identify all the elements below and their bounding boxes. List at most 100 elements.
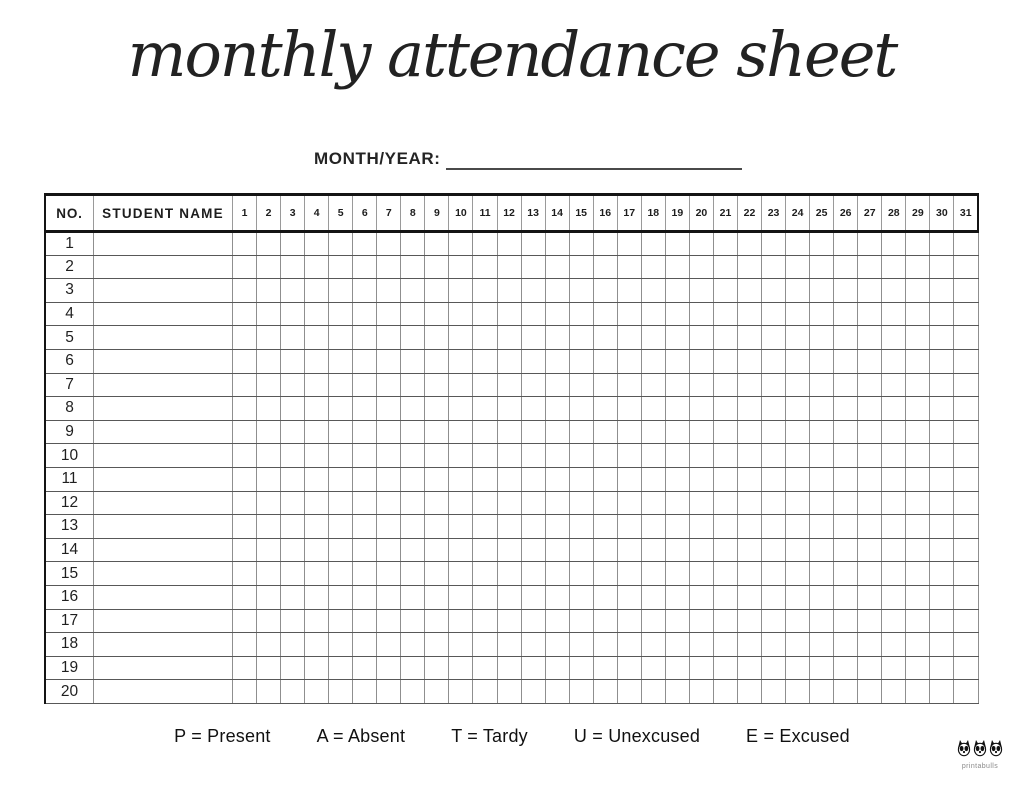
- day-attendance-cell: [568, 348, 594, 374]
- day-attendance-cell: [664, 254, 690, 280]
- day-attendance-cell: [496, 396, 522, 421]
- day-attendance-cell: [352, 443, 378, 468]
- legend-item-present: P = Present: [174, 726, 271, 746]
- day-attendance-cell: [592, 372, 618, 398]
- day-attendance-cell: [688, 466, 714, 492]
- day-attendance-cell: [231, 254, 258, 280]
- day-header-cell: 5: [328, 194, 354, 233]
- day-attendance-cell: [231, 679, 258, 704]
- day-attendance-cell: [448, 419, 474, 445]
- day-attendance-cell: [809, 301, 835, 327]
- day-attendance-cell: [616, 278, 642, 303]
- day-attendance-cell: [833, 231, 859, 256]
- day-attendance-cell: [905, 608, 931, 634]
- day-attendance-cell: [664, 278, 690, 303]
- day-attendance-cell: [496, 561, 522, 586]
- day-attendance-cell: [568, 632, 594, 657]
- day-attendance-cell: [400, 254, 426, 280]
- day-attendance-cell: [688, 348, 714, 374]
- row-number-cell: 18: [44, 632, 94, 657]
- day-attendance-cell: [424, 679, 450, 704]
- day-header-cell: 6: [352, 194, 378, 233]
- day-attendance-cell: [953, 561, 979, 586]
- day-attendance-cell: [256, 490, 282, 516]
- day-attendance-cell: [785, 325, 811, 350]
- day-attendance-cell: [953, 419, 979, 445]
- day-attendance-cell: [231, 372, 258, 398]
- day-attendance-cell: [231, 537, 258, 563]
- day-attendance-cell: [761, 655, 787, 681]
- row-number-cell: 20: [44, 679, 94, 704]
- day-attendance-cell: [929, 372, 955, 398]
- day-attendance-cell: [833, 561, 859, 586]
- day-attendance-cell: [809, 466, 835, 492]
- day-attendance-cell: [544, 679, 570, 704]
- day-attendance-cell: [472, 466, 498, 492]
- day-attendance-cell: [304, 325, 330, 350]
- day-attendance-cell: [833, 466, 859, 492]
- day-attendance-cell: [472, 231, 498, 256]
- day-attendance-cell: [833, 537, 859, 563]
- day-attendance-cell: [905, 254, 931, 280]
- table-row: 3: [44, 278, 979, 303]
- day-attendance-cell: [953, 348, 979, 374]
- day-attendance-cell: [424, 632, 450, 657]
- day-attendance-cell: [472, 632, 498, 657]
- day-attendance-cell: [520, 325, 546, 350]
- day-attendance-cell: [376, 325, 402, 350]
- day-attendance-cell: [905, 419, 931, 445]
- day-attendance-cell: [953, 254, 979, 280]
- day-attendance-cell: [592, 466, 618, 492]
- day-attendance-cell: [352, 490, 378, 516]
- student-name-cell: [93, 679, 233, 704]
- day-attendance-cell: [328, 537, 354, 563]
- day-header-cell: 4: [304, 194, 330, 233]
- day-attendance-cell: [712, 584, 738, 610]
- day-header-cell: 19: [664, 194, 690, 233]
- day-attendance-cell: [905, 396, 931, 421]
- table-row: 12: [44, 490, 979, 516]
- day-attendance-cell: [712, 396, 738, 421]
- day-attendance-cell: [376, 679, 402, 704]
- day-attendance-cell: [736, 584, 763, 610]
- table-row: 8: [44, 396, 979, 421]
- day-attendance-cell: [785, 655, 811, 681]
- day-attendance-cell: [809, 348, 835, 374]
- day-attendance-cell: [424, 396, 450, 421]
- day-attendance-cell: [280, 514, 306, 539]
- day-attendance-cell: [929, 561, 955, 586]
- day-attendance-cell: [400, 325, 426, 350]
- day-attendance-cell: [736, 348, 763, 374]
- row-number-cell: 17: [44, 608, 94, 634]
- day-attendance-cell: [376, 231, 402, 256]
- day-attendance-cell: [712, 679, 738, 704]
- day-attendance-cell: [881, 584, 907, 610]
- day-attendance-cell: [736, 443, 763, 468]
- day-attendance-cell: [448, 325, 474, 350]
- day-attendance-cell: [400, 348, 426, 374]
- day-attendance-cell: [688, 443, 714, 468]
- day-attendance-cell: [544, 466, 570, 492]
- day-attendance-cell: [616, 348, 642, 374]
- day-attendance-cell: [616, 301, 642, 327]
- day-header-cell: 14: [544, 194, 570, 233]
- student-name-cell: [93, 490, 233, 516]
- day-attendance-cell: [809, 584, 835, 610]
- day-attendance-cell: [280, 443, 306, 468]
- day-attendance-cell: [833, 348, 859, 374]
- day-attendance-cell: [688, 561, 714, 586]
- legend: P = Present A = Absent T = Tardy U = Une…: [0, 726, 1024, 747]
- day-attendance-cell: [857, 372, 883, 398]
- day-attendance-cell: [376, 632, 402, 657]
- row-number-cell: 8: [44, 396, 94, 421]
- day-attendance-cell: [568, 372, 594, 398]
- day-attendance-cell: [304, 278, 330, 303]
- day-attendance-cell: [496, 301, 522, 327]
- day-attendance-cell: [520, 655, 546, 681]
- day-attendance-cell: [400, 679, 426, 704]
- student-name-cell: [93, 278, 233, 303]
- day-attendance-cell: [712, 231, 738, 256]
- day-attendance-cell: [881, 372, 907, 398]
- day-header-cell: 1: [231, 194, 258, 233]
- day-attendance-cell: [328, 608, 354, 634]
